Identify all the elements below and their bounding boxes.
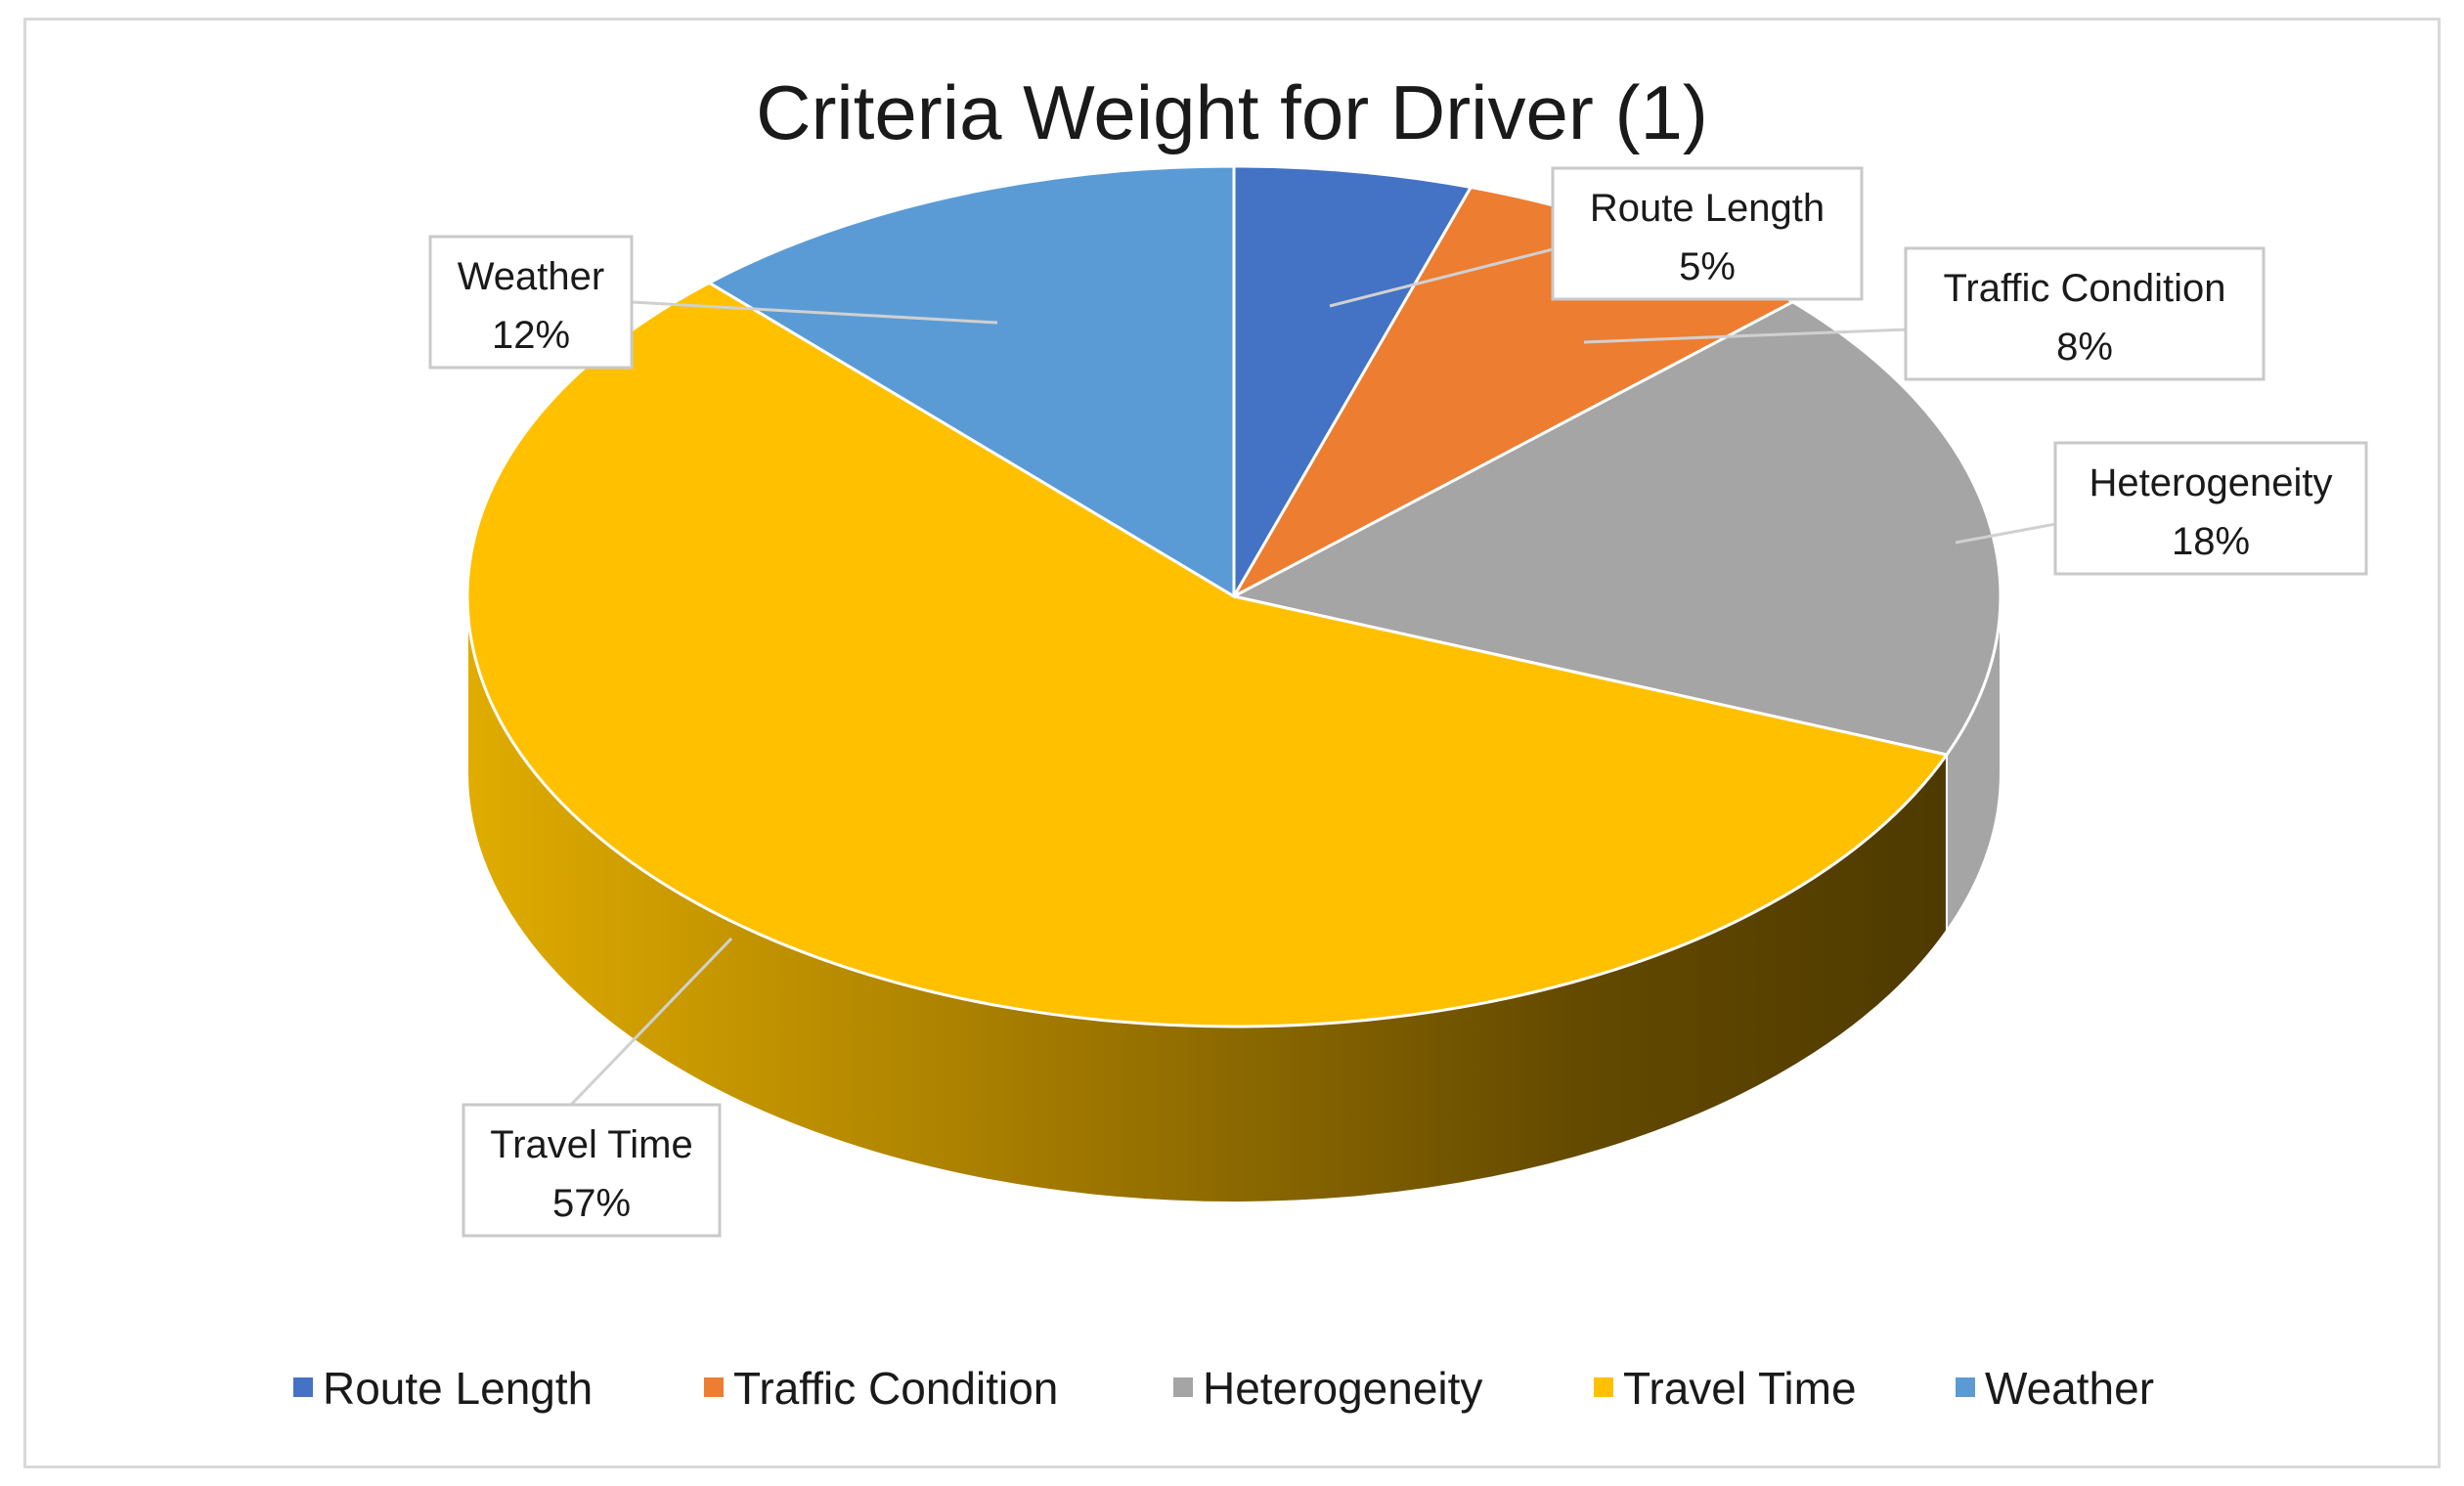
legend-swatch-travel-time — [1594, 1377, 1613, 1397]
data-label-name-weather: Weather — [458, 255, 604, 298]
data-label-value-traffic-condition: 8% — [2056, 326, 2113, 369]
data-label-box-traffic-condition — [1904, 246, 2266, 381]
legend-label-route-length: Route Length — [323, 1363, 593, 1414]
legend-label-travel-time: Travel Time — [1623, 1363, 1857, 1414]
legend-label-heterogeneity: Heterogeneity — [1203, 1363, 1482, 1414]
data-label-value-heterogeneity: 18% — [2172, 520, 2250, 563]
data-label-name-traffic-condition: Traffic Condition — [1943, 267, 2225, 310]
pie-slice-heterogeneity — [1229, 300, 2002, 757]
leader-line-travel-time — [569, 937, 733, 1107]
leader-lines — [569, 247, 2056, 1107]
chart-title: Criteria Weight for Driver (1) — [756, 69, 1708, 155]
leader-line-traffic-condition — [1583, 328, 1907, 344]
data-label-box-weather — [428, 235, 634, 370]
leader-line-weather — [631, 300, 998, 325]
data-label-box-heterogeneity — [2053, 441, 2368, 576]
data-label-box-route-length — [1551, 166, 1864, 301]
pie-slice-weather — [706, 164, 1236, 599]
data-label-value-weather: 12% — [492, 314, 570, 357]
legend-label-traffic-condition: Traffic Condition — [733, 1363, 1058, 1414]
data-label-value-route-length: 5% — [1679, 245, 1736, 288]
leader-line-heterogeneity — [1955, 522, 2056, 545]
legend-label-weather: Weather — [1985, 1363, 2154, 1414]
legend-swatch-traffic-condition — [704, 1377, 724, 1397]
data-label-box-travel-time — [462, 1103, 722, 1238]
pie-slice-route-length — [1232, 164, 1474, 602]
data-label-name-heterogeneity: Heterogeneity — [2089, 461, 2332, 504]
legend-swatch-weather — [1956, 1377, 1975, 1397]
legend: Route Length Traffic Condition Heterogenei… — [293, 1363, 2154, 1414]
data-label-value-travel-time: 57% — [552, 1182, 631, 1225]
pie-slice-travel-time — [465, 281, 1950, 1028]
data-labels: Route Length 5% Traffic Condition 8% Heterog… — [428, 166, 2368, 1238]
data-label-name-travel-time: Travel Time — [490, 1123, 692, 1166]
legend-swatch-route-length — [293, 1377, 313, 1397]
data-label-name-route-length: Route Length — [1590, 187, 1825, 230]
leader-line-route-length — [1329, 247, 1554, 308]
legend-swatch-heterogeneity — [1173, 1377, 1193, 1397]
